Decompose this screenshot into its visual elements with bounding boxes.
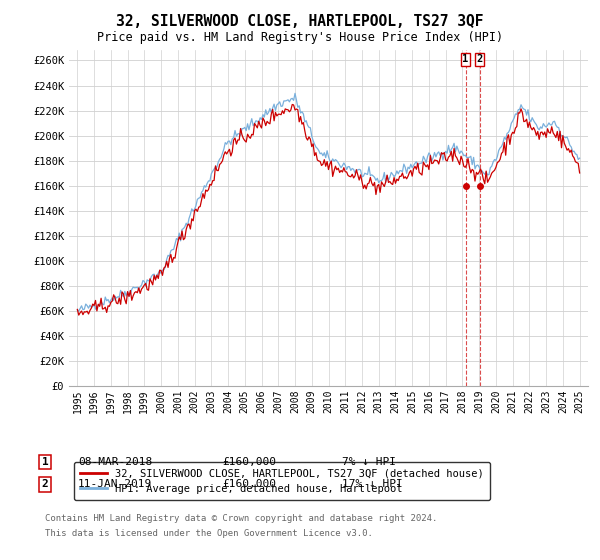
Text: 08-MAR-2018: 08-MAR-2018 [78, 457, 152, 467]
Text: 7% ↓ HPI: 7% ↓ HPI [342, 457, 396, 467]
Text: £160,000: £160,000 [222, 457, 276, 467]
Text: £160,000: £160,000 [222, 479, 276, 489]
Legend: 32, SILVERWOOD CLOSE, HARTLEPOOL, TS27 3QF (detached house), HPI: Average price,: 32, SILVERWOOD CLOSE, HARTLEPOOL, TS27 3… [74, 462, 490, 500]
Text: 17% ↓ HPI: 17% ↓ HPI [342, 479, 403, 489]
Text: 2: 2 [41, 479, 49, 489]
Text: 32, SILVERWOOD CLOSE, HARTLEPOOL, TS27 3QF: 32, SILVERWOOD CLOSE, HARTLEPOOL, TS27 3… [116, 14, 484, 29]
Text: 1: 1 [41, 457, 49, 467]
Text: 1: 1 [463, 54, 469, 64]
Text: Price paid vs. HM Land Registry's House Price Index (HPI): Price paid vs. HM Land Registry's House … [97, 31, 503, 44]
Text: 2: 2 [476, 54, 483, 64]
Text: This data is licensed under the Open Government Licence v3.0.: This data is licensed under the Open Gov… [45, 529, 373, 538]
Text: 11-JAN-2019: 11-JAN-2019 [78, 479, 152, 489]
Text: Contains HM Land Registry data © Crown copyright and database right 2024.: Contains HM Land Registry data © Crown c… [45, 514, 437, 523]
